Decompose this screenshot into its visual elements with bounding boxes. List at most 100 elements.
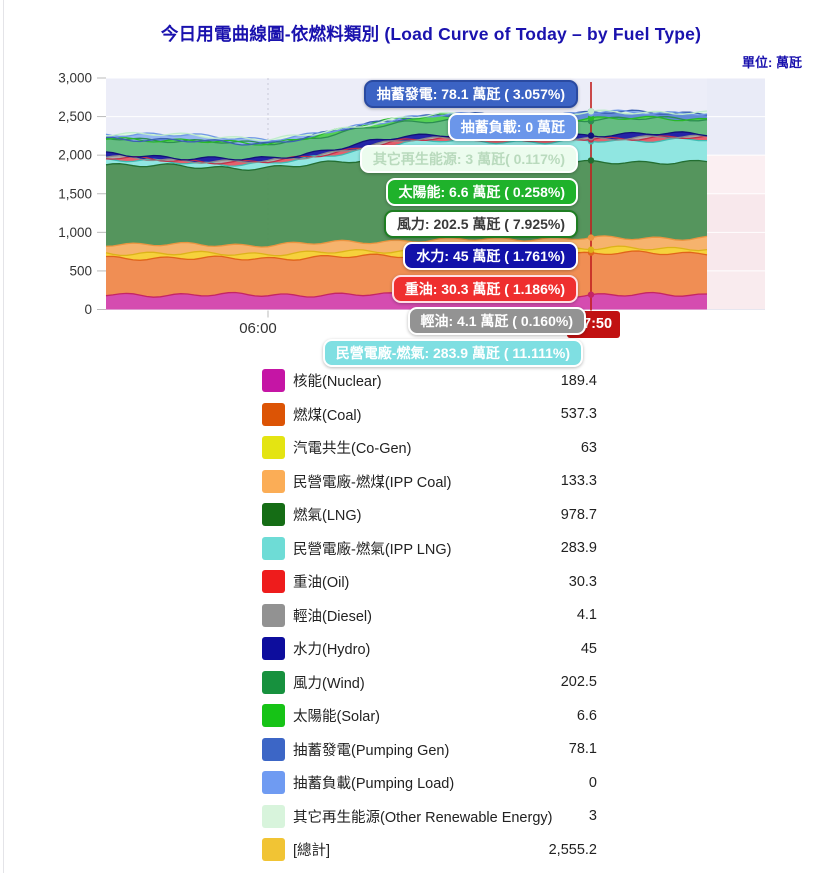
- legend-label: 汽電共生(Co-Gen): [293, 441, 412, 457]
- legend-row-ipp_lng: 民營電廠-燃氣(IPP LNG) 283.9: [262, 536, 597, 560]
- area-hydro: [106, 131, 707, 164]
- legend-swatch-hydro: [262, 637, 285, 660]
- legend-value: 6.6: [576, 707, 597, 724]
- x-tick-label: 06:00: [239, 320, 277, 337]
- legend-value: 978.7: [560, 506, 597, 523]
- legend-swatch-oil: [262, 570, 285, 593]
- current-time-markers: [587, 108, 595, 298]
- tooltip-pumping-load: 抽蓄負載: 0 萬瓩: [447, 112, 578, 141]
- legend-value: 2,555.2: [548, 841, 597, 858]
- tooltip-ipp-lng: 民營電廠-燃氣: 283.9 萬瓩 ( 11.111%): [322, 339, 583, 367]
- tooltip-oil: 重油: 30.3 萬瓩 ( 1.186%): [391, 274, 578, 303]
- y-tick-label: 1,500: [58, 186, 92, 201]
- legend-value: 30.3: [568, 573, 597, 590]
- legend-label: 風力(Wind): [293, 675, 365, 692]
- legend-label: 民營電廠-燃煤(IPP Coal): [293, 474, 452, 491]
- legend-label: 核能(Nuclear): [293, 374, 382, 390]
- legend-swatch-pump_load: [262, 771, 285, 794]
- topline-other_re: [105, 109, 708, 142]
- legend-swatch-lng: [262, 503, 285, 526]
- legend-value: 45: [580, 640, 597, 657]
- legend-row-pump_gen: 抽蓄發電(Pumping Gen) 78.1: [262, 737, 597, 761]
- legend-value: 3: [588, 808, 597, 824]
- legend-swatch-coal: [262, 402, 285, 426]
- legend-swatch-cogen: [262, 436, 285, 459]
- legend-row-diesel: 輕油(Diesel) 4.1: [262, 603, 597, 627]
- page-title: 今日用電曲線圖-依燃料類別 (Load Curve of Today – by …: [160, 24, 702, 44]
- y-tick-label: 3,000: [58, 71, 92, 86]
- legend-table: 核能(Nuclear) 189.4 燃煤(Coal) 537.3 汽電共生(Co-Gen…: [262, 369, 597, 861]
- topline-coal: [105, 250, 708, 261]
- future-region-band: [707, 155, 765, 194]
- tooltip-other-renewable: 其它再生能源: 3 萬瓩( 0.117%): [359, 145, 578, 173]
- tooltip-solar: 太陽能: 6.6 萬瓩 ( 0.258%): [385, 177, 578, 206]
- legend-row-total: [總計] 2,555.2: [262, 838, 597, 861]
- legend-label: 燃煤(Coal): [293, 407, 362, 424]
- marker-other_re: [587, 108, 595, 115]
- unit-label: 單位: 萬瓩: [742, 55, 802, 70]
- future-region-band: [707, 116, 765, 156]
- legend-row-ipp_coal: 民營電廠-燃煤(IPP Coal) 133.3: [262, 469, 597, 493]
- area-other_re: [106, 110, 707, 141]
- topline-ipp_coal: [105, 235, 708, 248]
- legend-row-wind: 風力(Wind) 202.5: [262, 670, 597, 694]
- legend-value: 537.3: [560, 406, 597, 422]
- y-tick-label: 1,000: [58, 225, 92, 240]
- tooltip-wind: 風力: 202.5 萬瓩 ( 7.925%): [383, 209, 578, 238]
- legend-row-oil: 重油(Oil) 30.3: [262, 570, 597, 593]
- legend-value: 63: [580, 439, 597, 456]
- legend-value: 283.9: [560, 540, 597, 556]
- legend-swatch-nuclear: [262, 369, 285, 392]
- y-tick-label: 2,000: [58, 148, 92, 163]
- legend-row-lng: 燃氣(LNG) 978.7: [262, 503, 597, 526]
- legend-swatch-ipp_coal: [262, 469, 285, 493]
- legend-swatch-wind: [262, 670, 285, 694]
- legend-label: 水力(Hydro): [293, 642, 371, 658]
- legend-label: 其它再生能源(Other Renewable Energy): [293, 809, 553, 826]
- legend-swatch-solar: [262, 704, 285, 727]
- legend-row-solar: 太陽能(Solar) 6.6: [262, 704, 597, 727]
- legend-label: 抽蓄負載(Pumping Load): [293, 776, 455, 792]
- y-tick-label: 500: [69, 263, 92, 278]
- y-tick-label: 0: [84, 302, 92, 317]
- legend-value: 4.1: [576, 607, 597, 623]
- legend-label: [總計]: [293, 843, 331, 859]
- marker-lng: [587, 157, 595, 164]
- marker-nuclear: [587, 291, 595, 298]
- future-region-band: [707, 193, 765, 233]
- legend-row-coal: 燃煤(Coal) 537.3: [262, 402, 597, 426]
- legend-row-cogen: 汽電共生(Co-Gen) 63: [262, 436, 597, 459]
- topline-hydro: [105, 131, 708, 161]
- tooltip-diesel: 輕油: 4.1 萬瓩 ( 0.160%): [407, 307, 586, 335]
- legend-label: 燃氣(LNG): [293, 508, 362, 524]
- y-tick-label: 2,500: [58, 109, 92, 124]
- legend-swatch-other_re: [262, 804, 285, 828]
- future-region-band: [707, 232, 765, 271]
- legend-swatch-diesel: [262, 603, 285, 627]
- legend-row-other_re: 其它再生能源(Other Renewable Energy) 3: [262, 804, 597, 828]
- legend-swatch-total: [262, 838, 285, 861]
- legend-row-nuclear: 核能(Nuclear) 189.4: [262, 369, 597, 392]
- legend-value: 133.3: [560, 473, 597, 489]
- marker-ipp_coal: [587, 234, 595, 241]
- legend-row-hydro: 水力(Hydro) 45: [262, 637, 597, 660]
- future-region-band: [707, 78, 765, 117]
- legend-swatch-pump_gen: [262, 737, 285, 761]
- tooltip-pumping-gen: 抽蓄發電: 78.1 萬瓩 ( 3.057%): [363, 80, 578, 108]
- page-left-border: [3, 0, 4, 873]
- legend-value: 0: [588, 774, 597, 791]
- legend-label: 太陽能(Solar): [293, 709, 381, 725]
- legend-label: 重油(Oil): [293, 575, 350, 591]
- legend-swatch-ipp_lng: [262, 536, 285, 560]
- topline-diesel: [105, 134, 708, 164]
- legend-label: 民營電廠-燃氣(IPP LNG): [293, 541, 452, 558]
- legend-value: 202.5: [560, 674, 597, 690]
- marker-hydro: [587, 132, 595, 139]
- legend-label: 抽蓄發電(Pumping Gen): [293, 742, 450, 759]
- topline-cogen: [105, 245, 708, 257]
- legend-value: 78.1: [568, 741, 597, 757]
- marker-cogen: [587, 246, 595, 253]
- legend-row-pump_load: 抽蓄負載(Pumping Load) 0: [262, 771, 597, 794]
- legend-value: 189.4: [560, 372, 597, 389]
- tooltip-hydro: 水力: 45 萬瓩 ( 1.761%): [403, 242, 578, 270]
